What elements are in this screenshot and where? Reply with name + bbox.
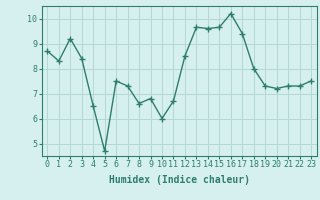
X-axis label: Humidex (Indice chaleur): Humidex (Indice chaleur) [109, 175, 250, 185]
